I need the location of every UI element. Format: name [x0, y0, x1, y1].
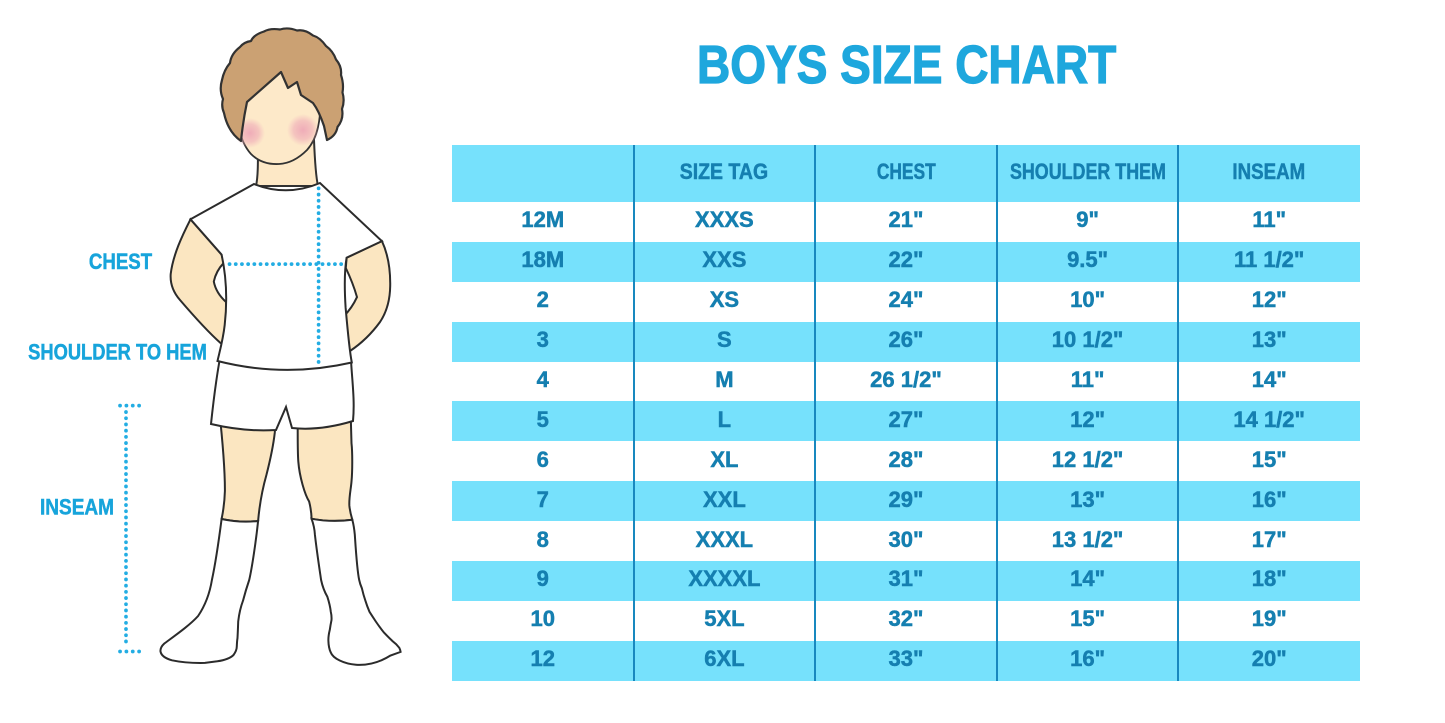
- svg-text:SHOULDER TO HEM: SHOULDER TO HEM: [28, 341, 207, 365]
- svg-text:CHEST: CHEST: [89, 249, 153, 274]
- svg-text:INSEAM: INSEAM: [40, 495, 114, 520]
